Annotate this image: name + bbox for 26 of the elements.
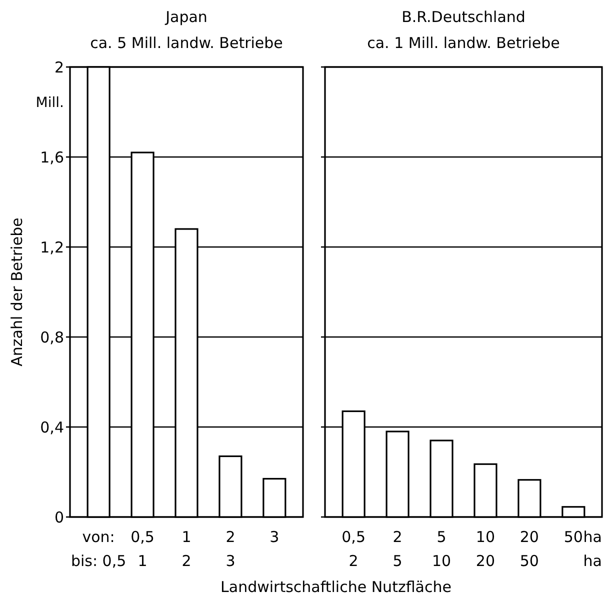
chart-subtitle: ca. 1 Mill. landw. Betriebe: [367, 34, 560, 52]
y-tick-label: 1,2: [40, 238, 64, 256]
x-tick-label: 50: [564, 528, 583, 546]
x-tick-label: 3: [270, 528, 280, 546]
text: ha: [583, 528, 602, 546]
x-axis-title: Landwirtschaftliche Nutzfläche: [220, 578, 452, 596]
chart-title: Japan: [164, 8, 208, 26]
x-tick-label: 1 2: [182, 528, 192, 570]
x-tick-label: 5 10: [432, 528, 452, 570]
x-tick-label: 10 20: [476, 528, 496, 570]
x-tick-label: von: bis: 0,5: [70, 528, 126, 570]
y-tick-label: 1,6: [40, 148, 64, 166]
y-tick-label: 0: [54, 508, 64, 526]
x-tick-label: 20 50: [520, 528, 539, 570]
chart-subtitle: ca. 5 Mill. landw. Betriebe: [90, 34, 283, 52]
x-tick-label: 2 3: [226, 528, 236, 570]
y-tick-label: 0,4: [40, 418, 64, 436]
y-axis-title: Anzahl der Betriebe: [8, 218, 26, 366]
x-tick-label: 2 5: [392, 528, 402, 570]
text: ha: [583, 552, 602, 570]
x-tick-label: 0,5 1: [130, 528, 154, 570]
y-tick-label: 2: [54, 58, 64, 76]
y-tick-label: 0,8: [40, 328, 64, 346]
chart-title: B.R.Deutschland: [402, 8, 526, 26]
x-tick-label: 0,5 2: [342, 528, 366, 570]
text: Mill.: [36, 95, 64, 111]
